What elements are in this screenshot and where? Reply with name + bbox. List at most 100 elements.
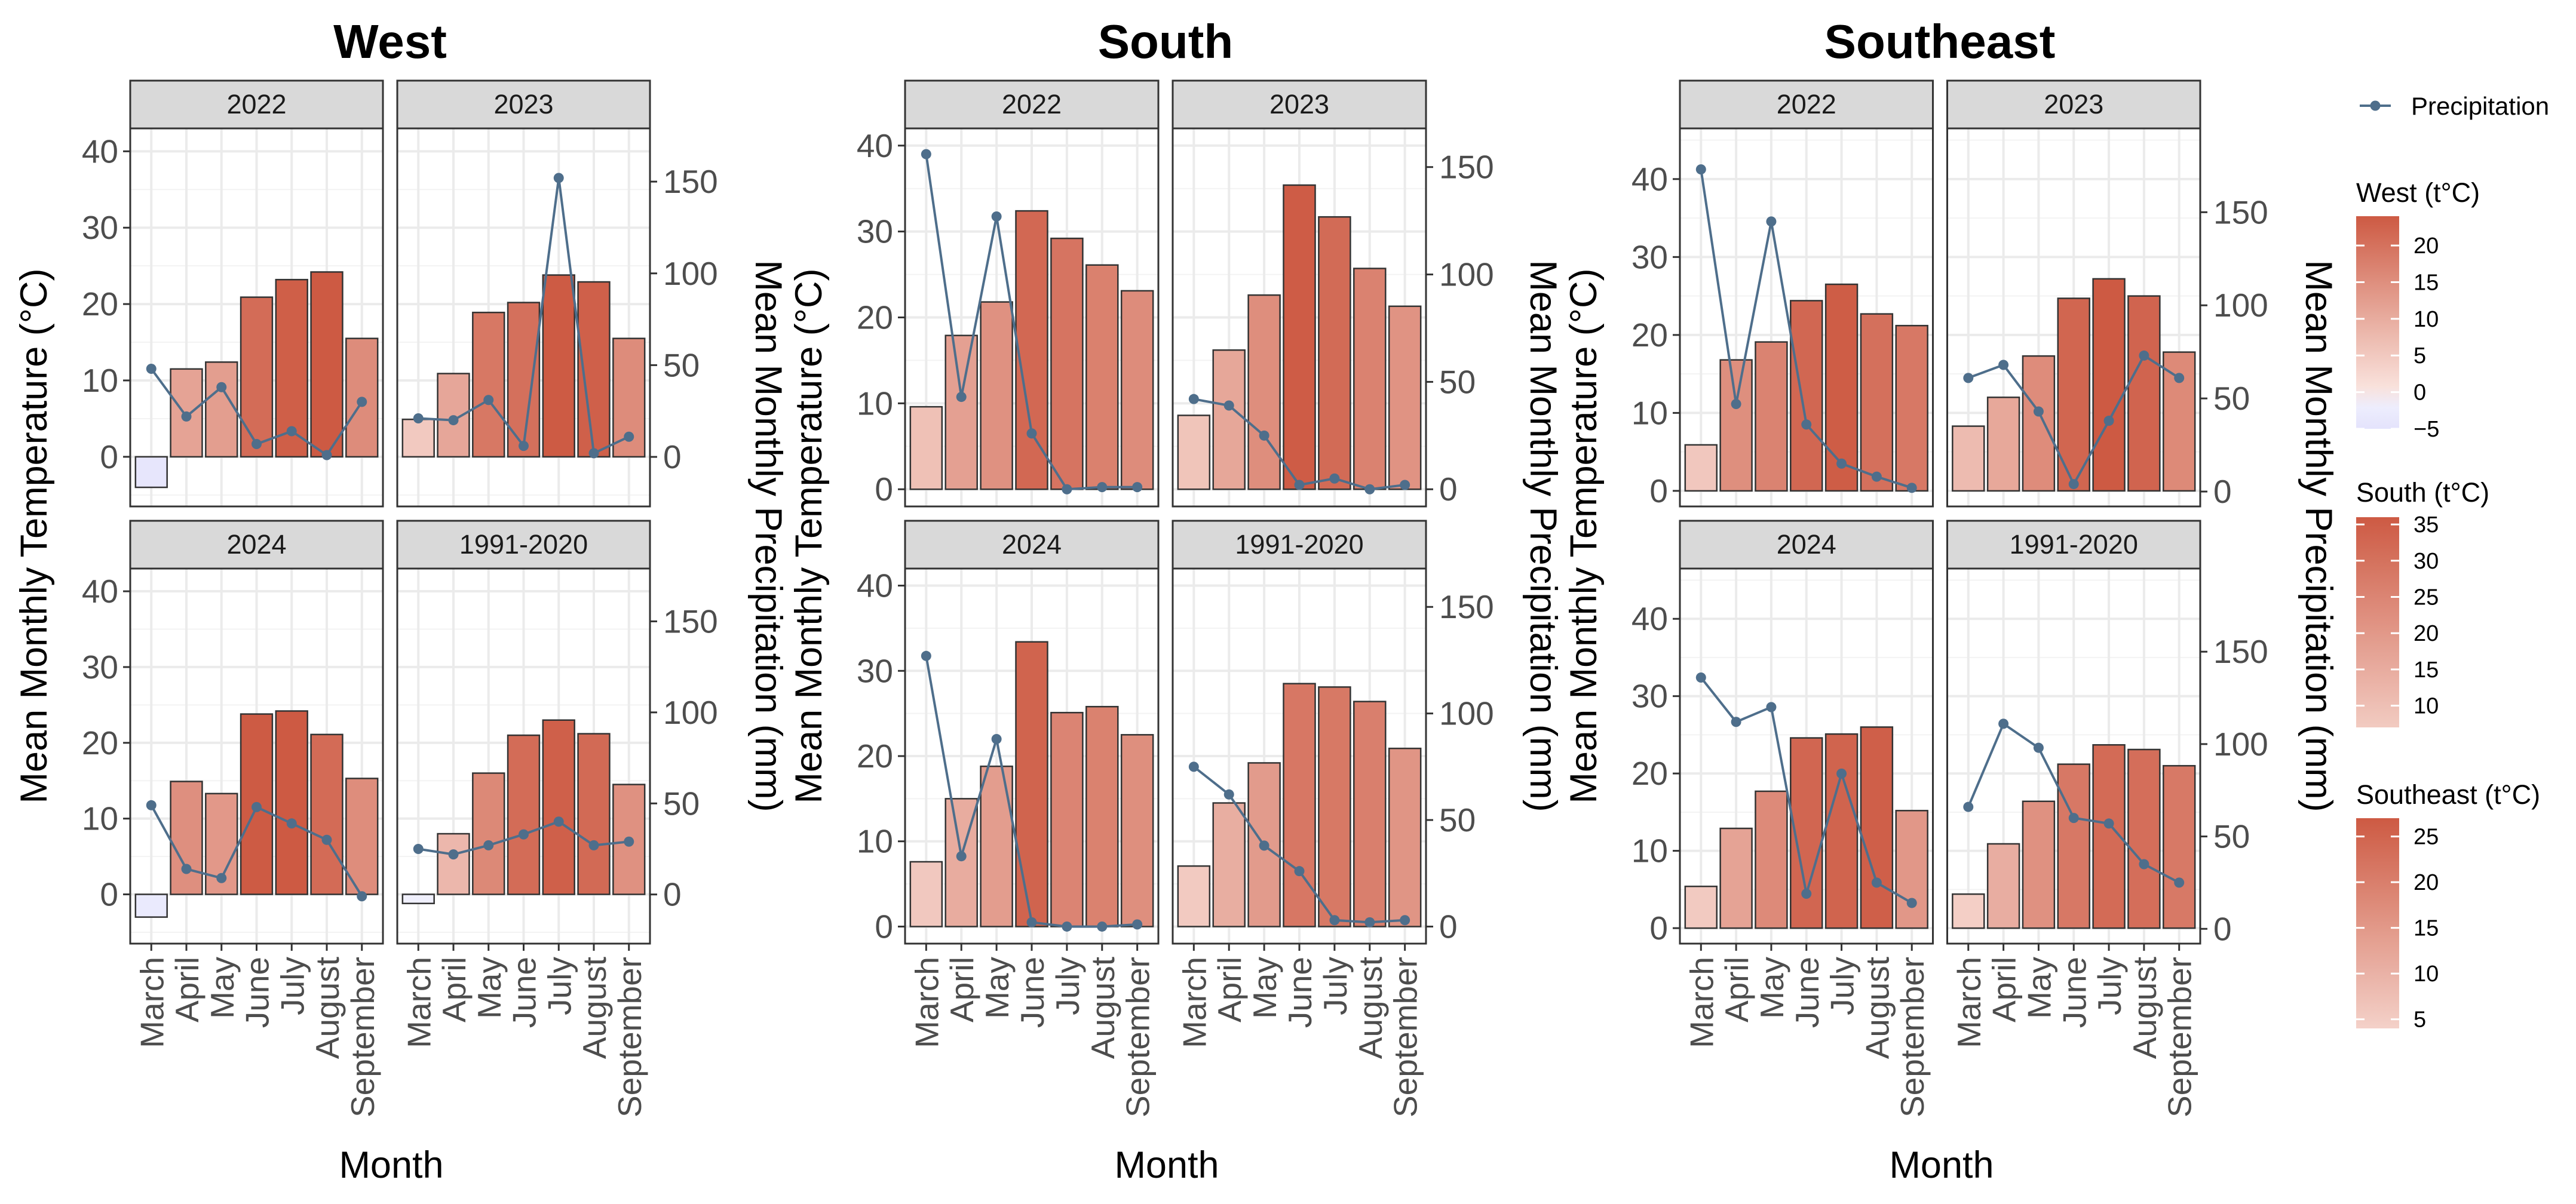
colorbar-title: West (t°C) [2356, 177, 2480, 208]
y-tick-label: 10 [1632, 394, 1668, 431]
y-tick-label: 10 [1632, 833, 1668, 870]
x-tick-label: April [1718, 957, 1755, 1022]
precipitation-point-september [1400, 480, 1410, 490]
temperature-bar-april [1212, 349, 1246, 490]
x-axis-title: Month [1114, 1144, 1219, 1186]
precipitation-point-june [1026, 428, 1037, 439]
y-axis-title: Mean Monthly Temperature (°C) [1563, 269, 1605, 804]
colorbar-tick-label: 5 [2414, 343, 2426, 368]
y-tick-label: 30 [82, 209, 118, 246]
temperature-bar-september [1895, 324, 1928, 492]
facet-strip [904, 520, 1160, 570]
precipitation-point-april [448, 849, 459, 860]
precipitation-point-august [1871, 877, 1882, 888]
facet-panel-2024: 2024 0 10 20 30 40 MarchAprilMayJuneJulyAugust… [857, 520, 1160, 1117]
y2-tick-label: 0 [1439, 471, 1458, 508]
temperature-bar-august [577, 733, 611, 895]
temperature-bar-june [1790, 300, 1823, 492]
x-tick-label: September [1387, 957, 1424, 1117]
x-tick-label: March [133, 957, 170, 1048]
temperature-bar-march [134, 893, 168, 918]
precipitation-legend-label: Precipitation [2411, 92, 2549, 120]
temperature-bar-july [1824, 283, 1859, 492]
y2-tick-label: 0 [1439, 908, 1458, 945]
precipitation-point-march [921, 650, 931, 661]
precipitation-point-april [448, 415, 459, 426]
precipitation-point-august [588, 448, 599, 459]
x-tick-label: May [204, 957, 241, 1019]
precipitation-point-august [1097, 921, 1108, 932]
panel-border [1946, 127, 2201, 508]
x-tick-label: July [1317, 957, 1354, 1015]
precipitation-point-april [1998, 718, 2009, 729]
temperature-bar-july [1050, 711, 1084, 927]
precipitation-point-july [1062, 484, 1072, 494]
y-tick-label: 10 [82, 362, 118, 399]
precipitation-point-june [519, 441, 529, 452]
precipitation-point-may [2033, 742, 2044, 753]
precipitation-point-september [1132, 919, 1143, 930]
x-tick-label: May [1246, 957, 1283, 1019]
precipitation-point-june [1294, 480, 1305, 490]
colorbar-tick-label: 20 [2414, 870, 2439, 895]
temperature-bar-june [507, 734, 541, 895]
x-tick-label: September [344, 957, 381, 1117]
precipitation-point-june [2068, 479, 2079, 490]
temperature-bar-may [2022, 355, 2056, 492]
x-tick-label: May [2020, 957, 2057, 1019]
precipitation-point-may [1259, 430, 1269, 441]
precipitation-point-june [252, 801, 262, 812]
temperature-bar-april [1719, 359, 1753, 492]
colorbar-tick-label: 25 [2414, 585, 2439, 610]
facet-panel-2024: 2024 0 10 20 30 40 MarchAprilMayJuneJulyAugust… [1632, 520, 1934, 1117]
temperature-bar-august [2127, 748, 2161, 929]
colorbar-gradient [2356, 818, 2399, 1028]
precipitation-point-august [1871, 471, 1882, 482]
y-tick-label: 10 [82, 800, 118, 837]
y2-axis-title: Mean Monthly Precipitation (mm) [2298, 260, 2339, 812]
region-title: Southeast [1824, 15, 2056, 68]
precipitation-point-april [1731, 717, 1741, 727]
y-tick-label: 30 [82, 649, 118, 686]
precipitation-point-april [1731, 398, 1741, 409]
x-tick-label: March [1951, 957, 1988, 1048]
temperature-bar-may [472, 772, 505, 895]
colorbar-title: South (t°C) [2356, 477, 2489, 508]
facet-panel-2022: 2022 0 10 20 30 40 [857, 79, 1160, 508]
y2-tick-label: 50 [2213, 380, 2250, 417]
temperature-bar-june [240, 296, 274, 458]
temperature-bar-june [1015, 641, 1048, 927]
y-axis-title: Mean Monthly Temperature (°C) [788, 269, 830, 804]
x-tick-label: April [1986, 957, 2023, 1022]
temperature-bar-september [1120, 290, 1154, 490]
temperature-bar-may [205, 361, 238, 458]
precipitation-point-june [1026, 917, 1037, 927]
colorbar-1: South (t°C) 35 30 25 20 15 10 [2356, 477, 2489, 727]
facet-panel-1991-2020: 1991-2020 0 50 100 150 MarchAprilMayJuneJulyA… [396, 520, 718, 1117]
precipitation-legend-point [2370, 100, 2381, 111]
x-tick-label: June [1014, 957, 1051, 1028]
precipitation-point-march [1188, 761, 1199, 772]
legend: Precipitation West (t°C) 20 15 10 5 0 −5 South (… [2356, 92, 2549, 1033]
precipitation-point-march [1695, 672, 1706, 683]
temperature-bar-april [1212, 802, 1246, 927]
precipitation-point-august [588, 840, 599, 850]
y-tick-label: 10 [857, 385, 893, 422]
precipitation-point-september [624, 431, 634, 442]
facet-strip-label: 2023 [2044, 89, 2103, 119]
x-tick-label: April [943, 957, 980, 1022]
y2-axis-title: Mean Monthly Precipitation (mm) [1522, 260, 1564, 812]
y-tick-label: 0 [1649, 472, 1668, 509]
facet-strip [396, 79, 651, 130]
temperature-bar-may [2022, 800, 2056, 929]
temperature-bar-april [1986, 843, 2020, 929]
precipitation-point-august [1364, 917, 1375, 927]
colorbar-0: West (t°C) 20 15 10 5 0 −5 [2356, 177, 2480, 442]
facet-strip-label: 2022 [1777, 89, 1836, 119]
temperature-bar-may [1755, 341, 1788, 492]
x-tick-label: March [400, 957, 437, 1048]
facet-strip-label: 2024 [226, 529, 286, 560]
temperature-bar-june [1283, 184, 1316, 490]
y2-tick-label: 50 [663, 785, 700, 822]
colorbar-tick-label: 20 [2414, 621, 2439, 646]
